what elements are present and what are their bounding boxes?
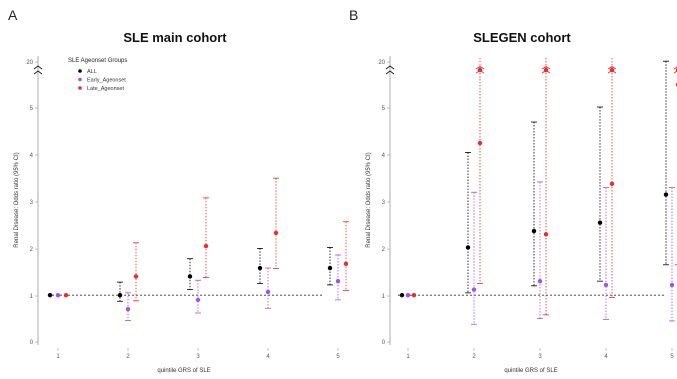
panel-letter: B [349,7,358,23]
y-axis-label: Renal Disease: Odds ratio (95% CI) [366,152,372,247]
data-point [55,293,61,298]
data-point [63,293,69,298]
axis-break-mark [385,65,395,75]
y-tick-label: 0 [30,340,34,346]
x-tick-label: 2 [472,354,476,360]
panel-title: SLEGEN cohort [473,30,571,45]
y-tick-label: 5 [382,106,386,112]
data-point [465,245,471,250]
legend-label: Late_Ageonset [87,86,124,92]
panel-a: A SLE main cohort 0 1 2 3 4 5 20 1 2 3 4 5 quintile GR… [8,7,349,374]
data-point [203,243,209,249]
data-point [273,230,279,236]
data-point [597,220,603,225]
x-tick-label: 3 [538,354,542,360]
data-point [125,307,131,312]
y-tick-label: 5 [30,106,34,112]
point-break-mark [541,65,551,74]
x-tick-label: 1 [56,354,60,360]
y-axis-label: Renal Disease: Odds ratio (95% CI) [14,152,20,247]
data-point [663,192,669,197]
x-tick-label: 5 [670,354,674,360]
panel-letter: A [8,7,18,23]
axis-break-mark [33,65,43,75]
data-point [47,293,53,298]
data-point [543,232,549,237]
data-point [537,278,543,284]
y-tick-label: 1 [382,294,386,300]
x-tick-label: 4 [266,354,270,360]
x-tick-label: 5 [336,354,340,360]
data-point [399,293,405,298]
point-break-mark [673,66,677,74]
data-point [609,181,615,187]
legend-swatch [78,77,82,82]
panel-b: B SLEGEN cohort 0 1 2 3 4 5 20 1 2 3 4 5 quintile GRS … [349,7,677,374]
data-point [195,297,201,303]
y-tick-label: 3 [382,200,386,206]
data-point [133,274,139,279]
x-axis-label: quintile GRS of SLE [157,368,210,374]
data-point [257,265,263,271]
point-break-mark [607,65,617,74]
data-point [471,287,477,292]
data-point [343,261,349,267]
panel-title: SLE main cohort [123,30,227,45]
data-point [405,293,411,298]
data-point [531,228,537,234]
x-tick-label: 3 [196,354,200,360]
y-tick-label: 4 [382,153,386,159]
data-point [327,265,333,271]
data-point [669,282,675,288]
legend-swatch [78,69,82,73]
x-tick-label: 2 [126,354,130,360]
y-tick-label: 3 [30,200,34,206]
legend-label: Early_Ageonset [87,78,126,84]
y-tick-label: 2 [30,247,34,253]
data-point [603,282,609,288]
y-tick-label: 4 [30,153,34,159]
y-tick-label: 20 [378,60,385,66]
data-point [187,274,193,279]
data-point [335,278,341,284]
x-tick-label: 4 [604,354,608,360]
legend-swatch [78,86,82,90]
data-point [477,140,483,146]
legend-title: SLE Ageonset Groups [68,58,127,64]
legend-label: ALL [87,69,97,75]
y-tick-label: 20 [26,60,33,66]
y-tick-label: 0 [382,340,386,346]
data-point [411,293,417,298]
legend: SLE Ageonset Groups ALL Early_Ageonset Late… [68,58,127,92]
data-point [265,289,271,295]
point-break-mark [475,65,485,74]
data-point [117,293,123,298]
y-tick-label: 2 [382,247,386,253]
x-axis-label: quintile GRS of SLE [504,368,557,374]
y-tick-label: 1 [30,294,34,300]
x-tick-label: 1 [406,354,410,360]
